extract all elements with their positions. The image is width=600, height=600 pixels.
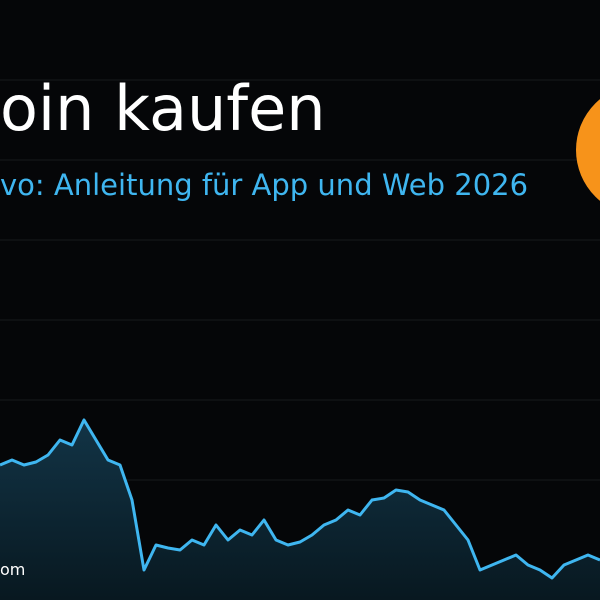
site-name: om	[0, 560, 26, 579]
subtitle: vo: Anleitung für App und Web 2026	[0, 168, 529, 202]
title: oin kaufen	[0, 72, 326, 145]
coin	[576, 99, 600, 201]
area	[0, 420, 600, 600]
price-line	[0, 418, 600, 580]
